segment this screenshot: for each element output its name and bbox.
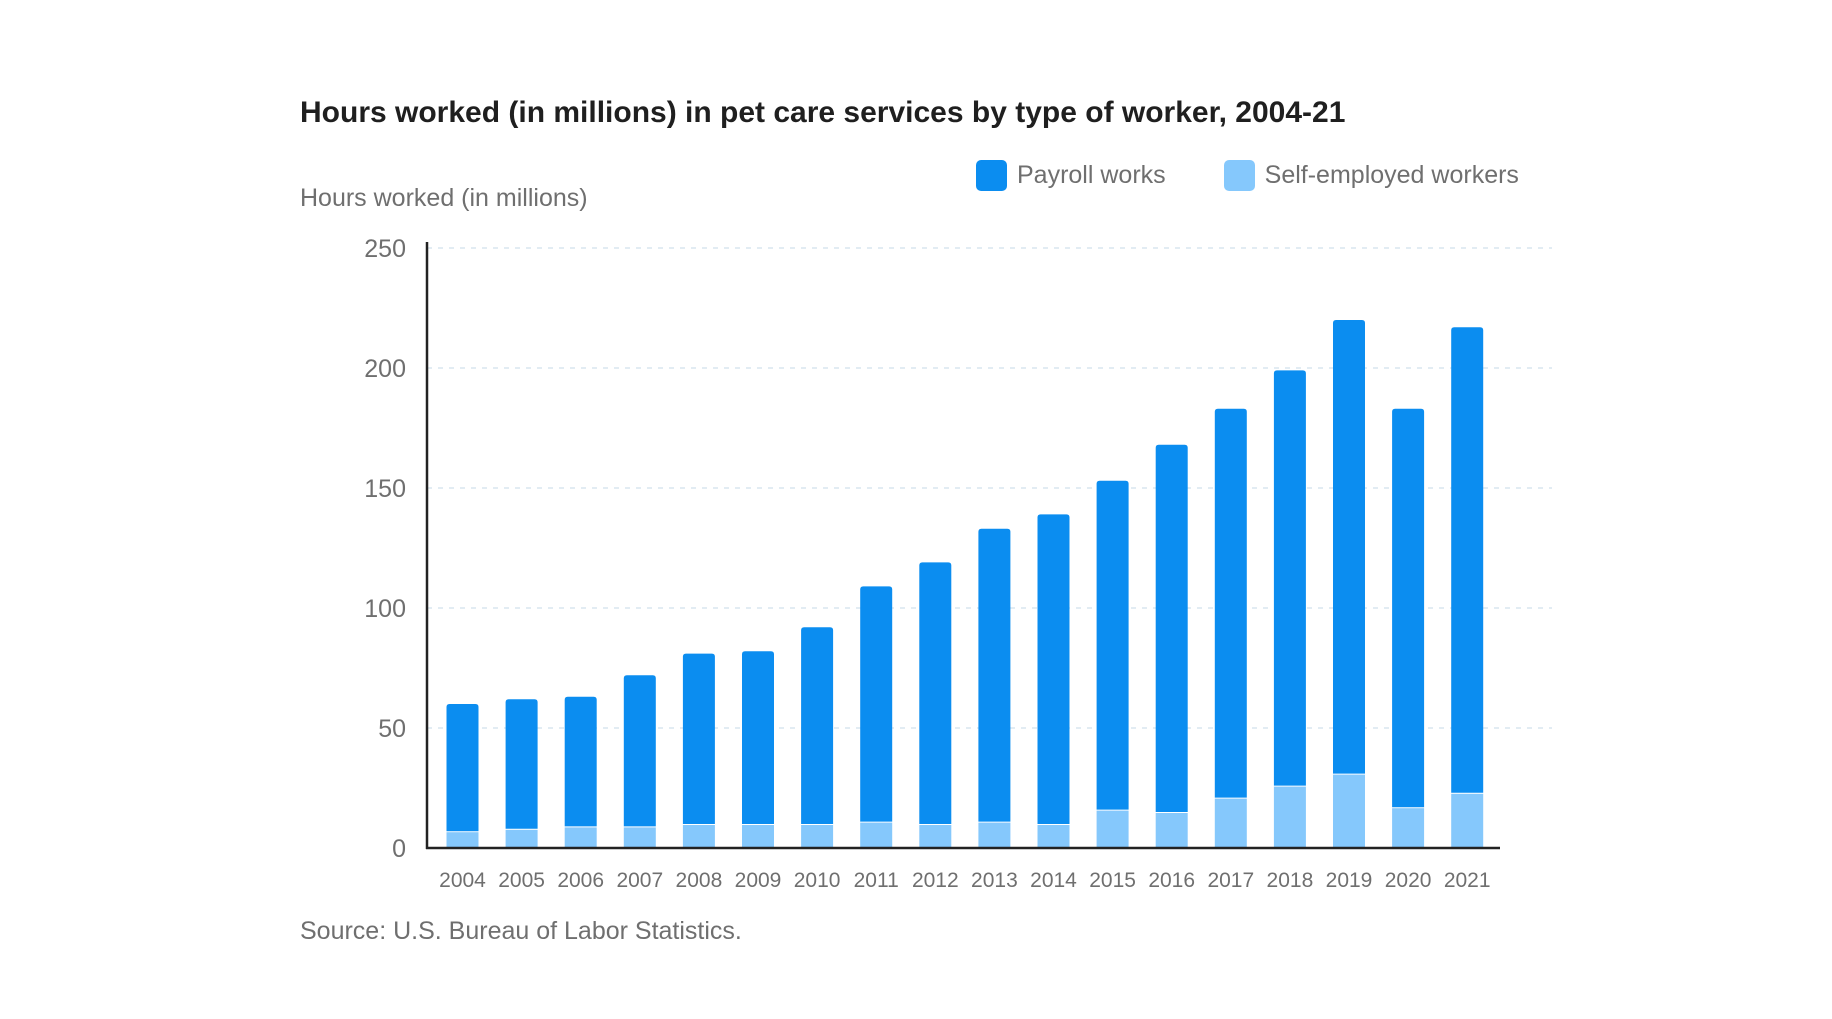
y-tick-label-50: 50 (378, 715, 406, 743)
bar-self-employed-2011 (860, 822, 893, 848)
bar-self-employed-2016 (1155, 813, 1188, 848)
legend-label-self-employed: Self-employed workers (1264, 161, 1519, 189)
x-tick-label-2010: 2010 (794, 869, 841, 892)
bar-self-employed-2015 (1096, 810, 1129, 848)
y-tick-label-250: 250 (364, 235, 406, 263)
bar-self-employed-2019 (1333, 774, 1365, 848)
bar-self-employed-2005 (505, 829, 538, 848)
bar-payroll-2009 (742, 651, 774, 824)
bar-payroll-2007 (623, 675, 656, 827)
x-tick-label-2006: 2006 (557, 869, 604, 892)
bar-payroll-2005 (505, 699, 538, 829)
bar-self-employed-2021 (1451, 793, 1484, 848)
bar-payroll-2004 (446, 704, 479, 832)
x-tick-label-2014: 2014 (1030, 869, 1077, 892)
x-tick-label-2019: 2019 (1326, 869, 1373, 892)
bar-self-employed-2012 (919, 825, 952, 848)
bar-self-employed-2007 (623, 827, 656, 848)
x-tick-label-2016: 2016 (1148, 869, 1195, 892)
x-tick-label-2011: 2011 (854, 869, 899, 892)
bar-payroll-2010 (801, 627, 834, 824)
y-tick-label-100: 100 (364, 595, 406, 623)
bar-self-employed-2020 (1392, 808, 1425, 848)
bar-payroll-2016 (1155, 444, 1188, 812)
bar-payroll-2017 (1214, 408, 1247, 798)
bar-payroll-2014 (1037, 514, 1070, 824)
legend: Payroll works Self-employed workers (976, 160, 1519, 191)
legend-item-payroll: Payroll works (976, 160, 1166, 191)
bar-payroll-2006 (564, 696, 597, 827)
bar-payroll-2019 (1333, 320, 1365, 774)
bar-self-employed-2018 (1273, 786, 1306, 848)
legend-swatch-payroll (976, 160, 1007, 191)
x-tick-label-2008: 2008 (676, 869, 723, 892)
x-tick-label-2009: 2009 (735, 869, 782, 892)
bar-self-employed-2008 (682, 825, 715, 848)
bar-self-employed-2013 (978, 822, 1011, 848)
source-note: Source: U.S. Bureau of Labor Statistics. (300, 917, 742, 945)
bar-self-employed-2014 (1037, 825, 1070, 848)
bar-payroll-2020 (1392, 408, 1425, 808)
bar-payroll-2021 (1451, 327, 1484, 793)
x-tick-label-2004: 2004 (439, 869, 486, 892)
bar-payroll-2013 (978, 528, 1011, 822)
x-tick-label-2012: 2012 (912, 869, 959, 892)
legend-swatch-self-employed (1223, 160, 1255, 191)
y-tick-label-0: 0 (392, 835, 406, 863)
y-tick-label-150: 150 (364, 475, 406, 503)
bar-self-employed-2009 (742, 825, 774, 848)
bar-payroll-2012 (919, 562, 952, 824)
bar-payroll-2008 (682, 653, 715, 824)
legend-label-payroll: Payroll works (1017, 161, 1166, 189)
bar-self-employed-2006 (564, 827, 597, 848)
x-tick-label-2005: 2005 (498, 869, 545, 892)
x-tick-label-2015: 2015 (1089, 869, 1136, 892)
x-tick-label-2017: 2017 (1207, 869, 1254, 892)
x-tick-label-2018: 2018 (1267, 869, 1314, 892)
bar-payroll-2015 (1096, 480, 1129, 810)
bar-payroll-2018 (1273, 370, 1306, 786)
y-tick-label-200: 200 (364, 355, 406, 383)
x-tick-label-2007: 2007 (616, 869, 663, 892)
x-tick-label-2020: 2020 (1385, 869, 1432, 892)
x-tick-label-2013: 2013 (971, 869, 1018, 892)
y-axis-label: Hours worked (in millions) (300, 184, 588, 212)
chart-title: Hours worked (in millions) in pet care s… (300, 96, 1346, 129)
x-tick-label-2021: 2021 (1444, 869, 1491, 892)
bar-self-employed-2010 (801, 825, 834, 848)
bar-self-employed-2004 (446, 832, 479, 848)
bar-payroll-2011 (860, 586, 893, 822)
legend-item-self-employed: Self-employed workers (1223, 160, 1519, 191)
bar-self-employed-2017 (1214, 798, 1247, 848)
